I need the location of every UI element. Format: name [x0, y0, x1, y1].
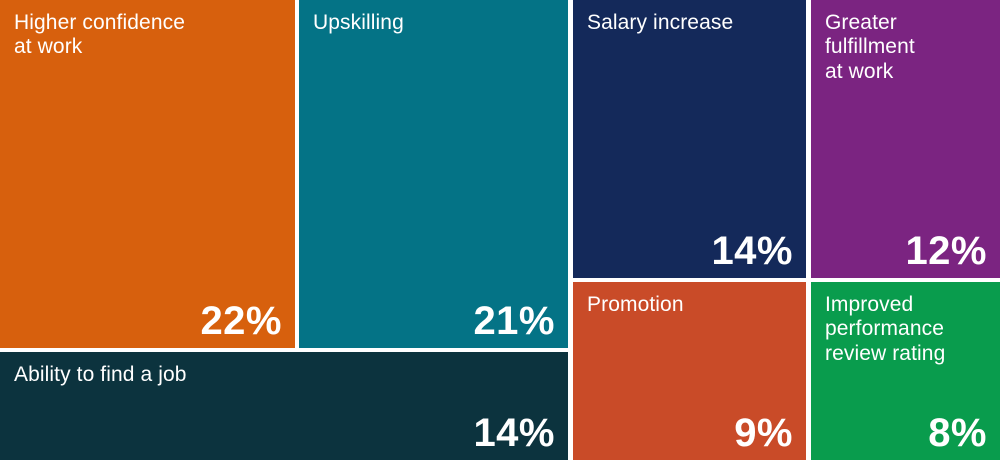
treemap-tile-improved-performance-review-rating: Improved performance review rating 8%	[811, 282, 1000, 460]
treemap-tile-ability-to-find-a-job: Ability to find a job 14%	[0, 352, 568, 460]
tile-label: Higher confidence at work	[14, 11, 185, 59]
treemap-tile-salary-increase: Salary increase 14%	[573, 0, 806, 278]
tile-value: 14%	[711, 229, 793, 273]
tile-value: 9%	[734, 411, 793, 455]
tile-label: Improved performance review rating	[825, 293, 946, 365]
treemap-tile-promotion: Promotion 9%	[573, 282, 806, 460]
tile-label: Greater fulfillment at work	[825, 11, 915, 83]
treemap-tile-higher-confidence-at-work: Higher confidence at work 22%	[0, 0, 295, 348]
treemap-tile-greater-fulfillment-at-work: Greater fulfillment at work 12%	[811, 0, 1000, 278]
tile-value: 12%	[905, 229, 987, 273]
tile-label: Salary increase	[587, 11, 734, 34]
tile-value: 22%	[200, 299, 282, 343]
tile-label: Ability to find a job	[14, 363, 187, 386]
tile-value: 14%	[473, 411, 555, 455]
treemap-tile-upskilling: Upskilling 21%	[299, 0, 568, 348]
tile-label: Upskilling	[313, 11, 404, 34]
tile-value: 8%	[928, 411, 987, 455]
tile-value: 21%	[473, 299, 555, 343]
tile-label: Promotion	[587, 293, 684, 316]
